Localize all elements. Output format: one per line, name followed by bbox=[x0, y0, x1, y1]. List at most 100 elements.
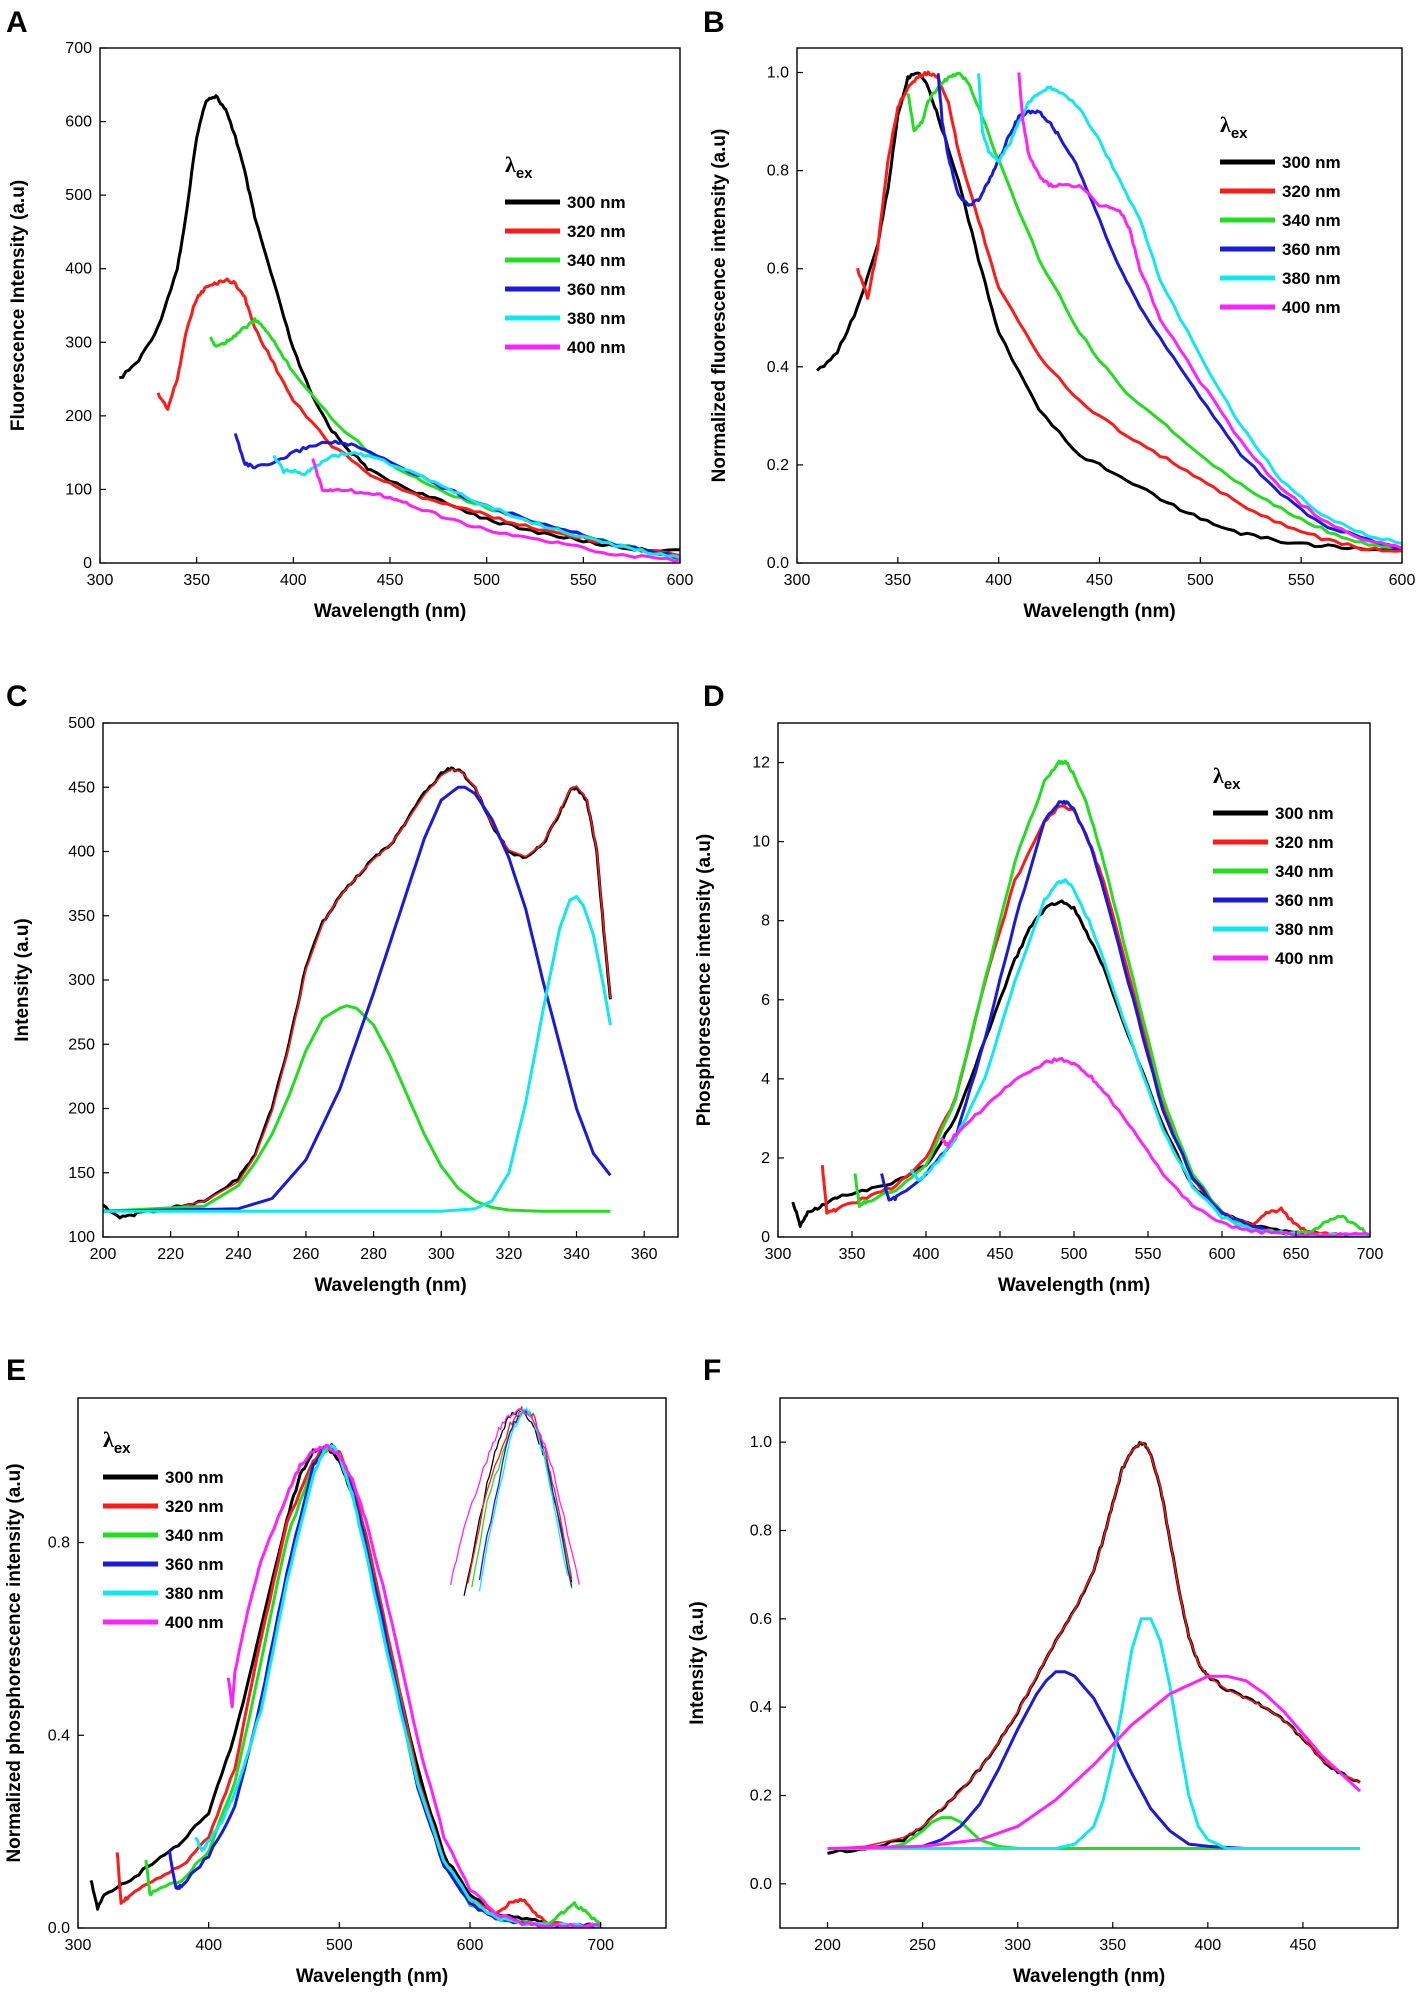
legend-label: 340 nm bbox=[567, 251, 626, 270]
y-tick-label: 0 bbox=[83, 555, 92, 572]
plot-frame bbox=[102, 722, 679, 1238]
legend-title: λex bbox=[1220, 112, 1248, 142]
x-axis-title: Wavelength (nm) bbox=[314, 1275, 466, 1296]
series-360-nm bbox=[936, 73, 1402, 550]
x-tick-label: 400 bbox=[195, 1937, 222, 1954]
y-tick-label: 250 bbox=[68, 1036, 95, 1053]
y-axis-title: Intensity (a.u) bbox=[687, 1601, 708, 1725]
x-tick-label: 400 bbox=[985, 572, 1012, 589]
x-tick-label: 450 bbox=[377, 572, 404, 589]
legend-label: 360 nm bbox=[1275, 891, 1334, 910]
inset-series bbox=[450, 1407, 580, 1586]
legend-title: λex bbox=[1213, 763, 1241, 793]
legend-label: 400 nm bbox=[1275, 949, 1334, 968]
x-tick-label: 500 bbox=[473, 572, 500, 589]
panel-letter: A bbox=[6, 6, 28, 39]
y-tick-label: 700 bbox=[65, 40, 92, 57]
series-400-nm bbox=[1017, 72, 1402, 550]
x-tick-label: 550 bbox=[1135, 1246, 1162, 1263]
x-tick-label: 500 bbox=[1061, 1246, 1088, 1263]
y-tick-label: 0.0 bbox=[48, 1920, 70, 1937]
legend: λex 300 nm 320 nm 340 nm 360 nm 380 nm 400 nm bbox=[103, 1427, 224, 1632]
legend-title: λex bbox=[505, 152, 533, 182]
x-tick-label: 300 bbox=[87, 572, 114, 589]
legend-label: 300 nm bbox=[165, 1468, 224, 1487]
y-tick-label: 400 bbox=[68, 844, 95, 861]
legend: λex 300 nm 320 nm 340 nm 360 nm 380 nm 400 nm bbox=[1213, 763, 1334, 968]
y-tick-label: 0.6 bbox=[750, 1611, 772, 1628]
y-axis-title: Fluorescence Intensity (a.u) bbox=[8, 180, 29, 431]
x-axis-title: Wavelength (nm) bbox=[1023, 601, 1175, 622]
x-tick-label: 300 bbox=[428, 1246, 455, 1263]
panel-letter: E bbox=[6, 1354, 26, 1387]
x-tick-label: 600 bbox=[1389, 572, 1416, 589]
series-peak-2 bbox=[103, 785, 612, 1213]
series-fit bbox=[103, 768, 612, 1211]
y-tick-label: 150 bbox=[68, 1165, 95, 1182]
series-400-nm bbox=[226, 1443, 602, 1928]
legend-label: 360 nm bbox=[165, 1555, 224, 1574]
legend-title-subscript: ex bbox=[1224, 776, 1241, 793]
x-tick-label: 300 bbox=[784, 572, 811, 589]
legend-title-symbol: λ bbox=[1213, 763, 1224, 788]
series-380-nm bbox=[272, 451, 680, 559]
y-tick-label: 0.4 bbox=[767, 359, 789, 376]
y-tick-label: 300 bbox=[68, 972, 95, 989]
series-fit bbox=[827, 1441, 1361, 1850]
x-tick-label: 350 bbox=[183, 572, 210, 589]
series-300-nm bbox=[89, 1445, 601, 1928]
plot-area bbox=[103, 766, 612, 1220]
series-400-nm bbox=[939, 1057, 1370, 1237]
plot-area bbox=[119, 94, 680, 563]
legend-label: 340 nm bbox=[165, 1526, 224, 1545]
legend-label: 320 nm bbox=[1282, 182, 1341, 201]
legend-label: 340 nm bbox=[1275, 862, 1334, 881]
y-axis-title: Intensity (a.u) bbox=[12, 918, 33, 1042]
x-tick-label: 650 bbox=[1283, 1246, 1310, 1263]
panel-f: F 200 250 300 350 400 450 0.0 0.2 0.4 0.6 0.8 1.0 Wav… bbox=[687, 1354, 1399, 1987]
series-360-nm bbox=[233, 433, 680, 559]
y-tick-label: 300 bbox=[65, 334, 92, 351]
series-340-nm bbox=[144, 1444, 602, 1927]
x-tick-label: 300 bbox=[65, 1937, 92, 1954]
panel-a: A 300 350 400 450 500 550 600 0 100 200 300 400 500 60… bbox=[6, 6, 693, 622]
legend-title-subscript: ex bbox=[114, 1440, 131, 1457]
series-peak-1 bbox=[827, 1816, 1360, 1850]
series-380-nm bbox=[977, 73, 1402, 545]
legend-label: 320 nm bbox=[567, 222, 626, 241]
y-tick-label: 0.2 bbox=[767, 457, 789, 474]
x-tick-label: 600 bbox=[457, 1937, 484, 1954]
x-tick-label: 450 bbox=[1290, 1937, 1317, 1954]
panel-c: C 200 220 240 260 280 300 320 340 360 100 150 200 250… bbox=[6, 680, 679, 1296]
panel-e: E 300 400 500 600 700 0.0 0.4 0.8 Wavelength (nm)… bbox=[4, 1354, 667, 1987]
series-320-nm bbox=[115, 1444, 601, 1928]
legend: λex 300 nm 320 nm 340 nm 360 nm 380 nm 400 nm bbox=[505, 152, 626, 357]
series-peak-2 bbox=[827, 1670, 1360, 1850]
inset-series bbox=[478, 1406, 569, 1592]
legend-title-subscript: ex bbox=[516, 165, 533, 182]
y-tick-label: 400 bbox=[65, 261, 92, 278]
series-400-nm bbox=[311, 458, 680, 563]
x-tick-label: 320 bbox=[496, 1246, 523, 1263]
series-380-nm bbox=[194, 1444, 602, 1928]
x-tick-label: 350 bbox=[1099, 1937, 1126, 1954]
x-axis-title: Wavelength (nm) bbox=[314, 601, 466, 622]
legend-title-subscript: ex bbox=[1231, 125, 1248, 142]
y-tick-label: 0.8 bbox=[750, 1523, 772, 1540]
legend-label: 360 nm bbox=[1282, 240, 1341, 259]
y-tick-label: 0.0 bbox=[767, 555, 789, 572]
x-tick-label: 500 bbox=[1187, 572, 1214, 589]
legend-title-symbol: λ bbox=[505, 152, 516, 177]
plot-area bbox=[89, 1443, 602, 1928]
legend-label: 340 nm bbox=[1282, 211, 1341, 230]
y-tick-label: 0 bbox=[761, 1229, 770, 1246]
legend-label: 380 nm bbox=[1275, 920, 1334, 939]
x-axis-title: Wavelength (nm) bbox=[1013, 1966, 1165, 1987]
y-tick-label: 8 bbox=[761, 913, 770, 930]
legend-label: 320 nm bbox=[1275, 833, 1334, 852]
y-tick-label: 0.6 bbox=[767, 261, 789, 278]
legend-title-symbol: λ bbox=[103, 1427, 114, 1452]
series-320-nm bbox=[156, 277, 680, 558]
x-tick-label: 500 bbox=[326, 1937, 353, 1954]
series-peak-3 bbox=[103, 895, 612, 1213]
